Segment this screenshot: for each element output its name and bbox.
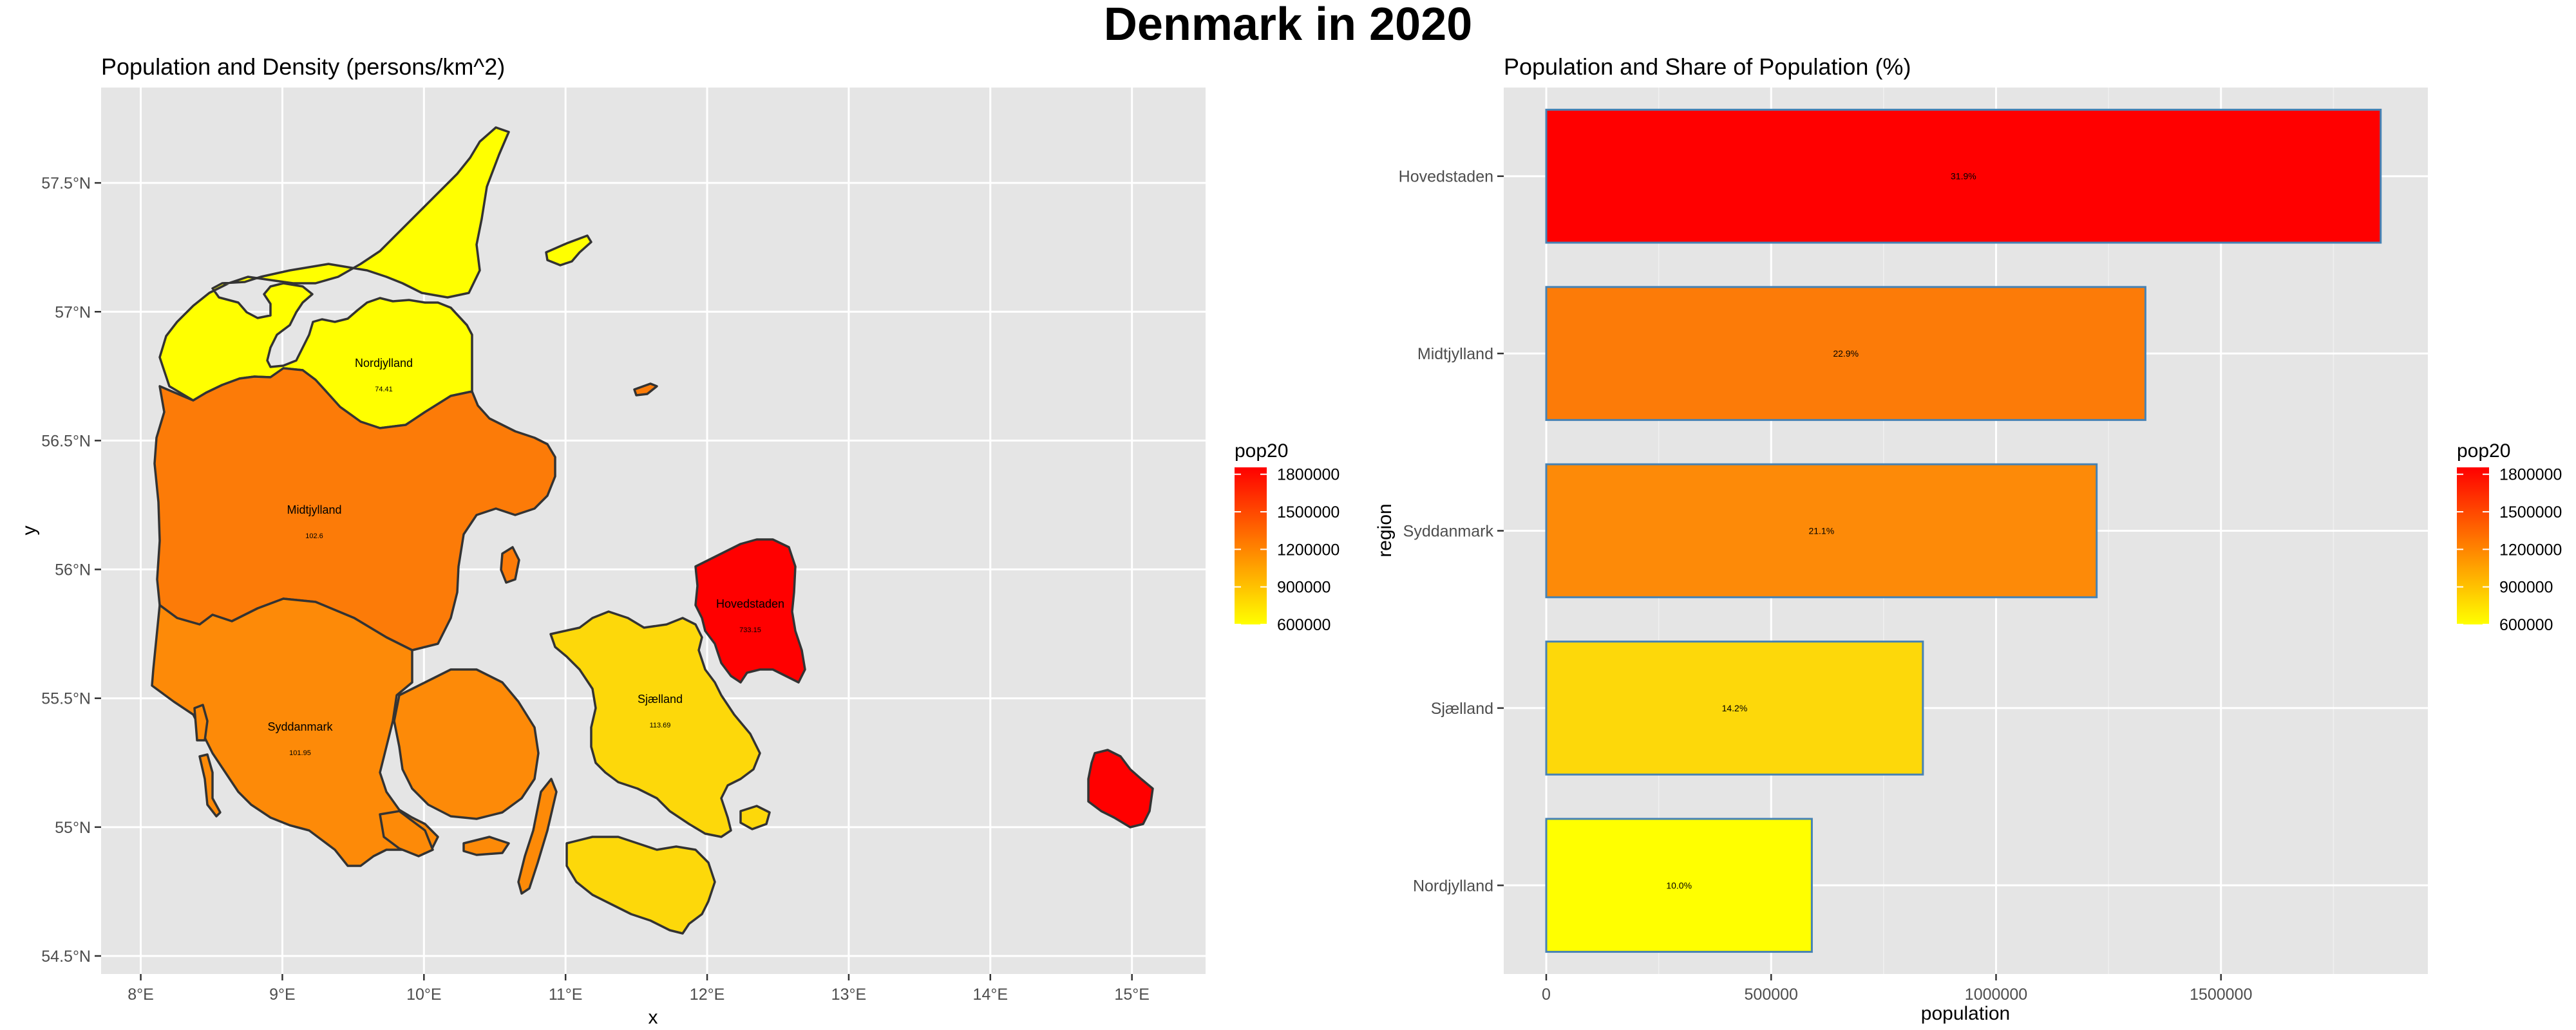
map-x-tick-label: 12°E xyxy=(690,986,724,1004)
region-label-midtjylland: Midtjylland xyxy=(287,503,341,516)
bar-legend-colorbar xyxy=(2457,467,2489,624)
map-region-labels: Hovedstaden 733.15 Midtjylland 102.6 Syddanm… xyxy=(267,357,784,757)
map-x-tick-label: 10°E xyxy=(406,986,441,1004)
bar-share-label: 21.1% xyxy=(1808,526,1834,536)
region-nordjylland-laeso[interactable] xyxy=(545,234,592,267)
figure-title: Denmark in 2020 xyxy=(1104,0,1472,50)
region-density-hovedstaden: 733.15 xyxy=(739,626,761,634)
map-y-tick-label: 57°N xyxy=(55,303,91,321)
bar-y-tick-label: Midtjylland xyxy=(1417,345,1493,363)
bar-x-tick-label: 1500000 xyxy=(2190,986,2252,1004)
region-syddanmark-langeland[interactable] xyxy=(517,778,558,895)
legend-label: 1200000 xyxy=(1277,541,1340,559)
legend-label: 1200000 xyxy=(2499,541,2562,559)
bar-x-tick-label: 0 xyxy=(1542,986,1551,1004)
region-label-sjaelland: Sjælland xyxy=(638,693,683,706)
legend-label: 1800000 xyxy=(2499,466,2562,484)
bar-hovedstaden[interactable] xyxy=(1545,108,2382,244)
map-x-tick-label: 9°E xyxy=(269,986,296,1004)
region-label-nordjylland: Nordjylland xyxy=(355,357,413,370)
map-legend-labels: 1800000 1500000 1200000 900000 600000 xyxy=(1235,466,1340,634)
bar-syddanmark[interactable] xyxy=(1545,463,2098,599)
legend-label: 900000 xyxy=(1277,579,1331,597)
bar-x-tick-label: 1000000 xyxy=(1965,986,2027,1004)
region-syddanmark-aero[interactable] xyxy=(462,836,510,856)
region-sjaelland[interactable] xyxy=(549,610,761,838)
bar-legend: pop20 1800000 1500000 1200000 900000 600000 xyxy=(2457,440,2562,634)
region-midtjylland-samso[interactable] xyxy=(500,546,520,584)
map-y-tick-label: 56°N xyxy=(55,561,91,579)
bar-share-label: 22.9% xyxy=(1833,348,1859,359)
map-y-tick-label: 57.5°N xyxy=(41,174,91,192)
region-syddanmark-romo[interactable] xyxy=(193,704,209,742)
region-hovedstaden[interactable] xyxy=(694,538,806,684)
bar-legend-labels: 1800000 1500000 1200000 900000 600000 xyxy=(2457,466,2562,634)
region-label-syddanmark: Syddanmark xyxy=(267,720,333,733)
region-density-nordjylland: 74.41 xyxy=(375,386,393,393)
legend-label: 600000 xyxy=(2499,616,2553,634)
bars: 31.9% 22.9% 21.1% 14.2% 10.0% xyxy=(1545,108,2382,953)
legend-label: 600000 xyxy=(1277,616,1331,634)
region-syddanmark-fyn[interactable] xyxy=(393,668,540,820)
bar-midtjylland[interactable] xyxy=(1545,286,2146,421)
map-x-tick-label: 11°E xyxy=(549,986,583,1004)
bar-title: Population and Share of Population (%) xyxy=(1504,53,1911,80)
legend-label: 1800000 xyxy=(1277,466,1340,484)
bar-x-axis-title: population xyxy=(1921,1003,2010,1024)
bar-y-tick-label: Sjælland xyxy=(1431,700,1493,718)
map-regions xyxy=(151,126,1154,935)
bar-share-label: 10.0% xyxy=(1666,880,1692,890)
region-density-sjaelland: 113.69 xyxy=(650,722,671,729)
legend-label: 1500000 xyxy=(2499,503,2562,521)
map-legend-title: pop20 xyxy=(1235,440,1288,462)
map-x-tick-label: 15°E xyxy=(1114,986,1149,1004)
region-label-hovedstaden: Hovedstaden xyxy=(716,597,784,610)
region-hovedstaden-bornholm[interactable] xyxy=(1087,749,1154,829)
bar-nordjylland[interactable] xyxy=(1545,818,1813,953)
map-y-tick-label: 55.5°N xyxy=(41,690,91,708)
map-x-tick-label: 8°E xyxy=(128,986,154,1004)
map-y-tick-label: 55°N xyxy=(55,819,91,837)
bar-legend-title: pop20 xyxy=(2457,440,2510,462)
region-syddanmark-fano[interactable] xyxy=(198,753,222,818)
map-legend-colorbar xyxy=(1235,467,1267,624)
bar-y-axis-title: region xyxy=(1374,503,1396,557)
map-y-axis-title: y xyxy=(19,526,40,536)
bar-panel: Population and Share of Population (%) 3… xyxy=(1374,53,2562,1024)
map-x-tick-label: 13°E xyxy=(831,986,866,1004)
bar-y-tick-label: Nordjylland xyxy=(1413,877,1493,895)
map-x-axis-title: x xyxy=(649,1007,658,1028)
map-x-tick-label: 14°E xyxy=(973,986,1008,1004)
map-legend: pop20 1800000 1500000 1200000 900000 600000 xyxy=(1235,440,1340,634)
legend-label: 900000 xyxy=(2499,579,2553,597)
legend-label: 1500000 xyxy=(1277,503,1340,521)
region-midtjylland-anholt[interactable] xyxy=(633,382,658,397)
region-syddanmark-als[interactable] xyxy=(379,810,434,857)
bar-sjaelland[interactable] xyxy=(1545,641,1924,776)
bar-share-label: 14.2% xyxy=(1722,703,1748,713)
region-density-syddanmark: 101.95 xyxy=(289,749,311,757)
bar-share-label: 31.9% xyxy=(1951,171,1976,182)
region-sjaelland-mon[interactable] xyxy=(739,805,771,830)
bar-axis-ticks: 0 500000 1000000 1500000 Hovedstaden Midtjyll… xyxy=(1399,168,2253,1004)
region-density-midtjylland: 102.6 xyxy=(305,532,323,540)
map-title: Population and Density (persons/km^2) xyxy=(101,53,505,80)
map-y-tick-label: 56.5°N xyxy=(41,432,91,450)
map-panel: Population and Density (persons/km^2) xyxy=(19,53,1340,1028)
bar-x-tick-label: 500000 xyxy=(1745,986,1798,1004)
map-axis-ticks: 8°E 9°E 10°E 11°E 12°E 13°E 14°E 15°E 54.5°N 55°N… xyxy=(41,174,1150,1004)
map-y-tick-label: 54.5°N xyxy=(41,948,91,966)
bar-y-tick-label: Syddanmark xyxy=(1403,523,1494,541)
region-sjaelland-lolland[interactable] xyxy=(565,836,716,935)
bar-y-tick-label: Hovedstaden xyxy=(1399,168,1493,186)
